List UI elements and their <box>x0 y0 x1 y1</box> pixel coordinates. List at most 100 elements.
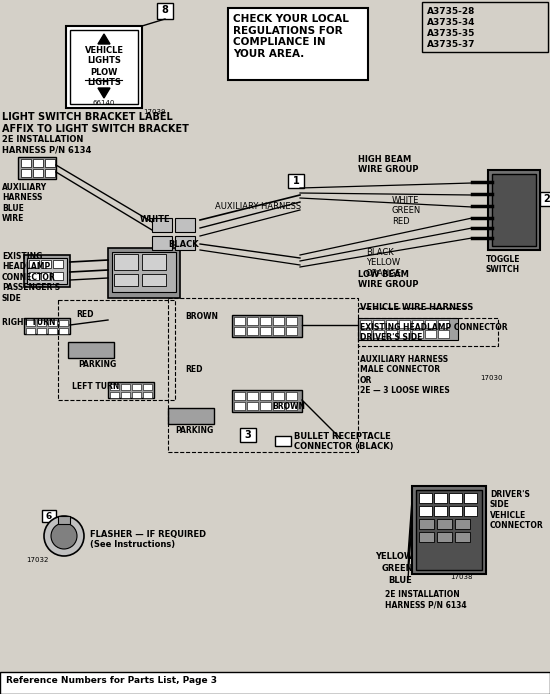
Bar <box>42 510 56 522</box>
Text: PARKING: PARKING <box>175 426 213 435</box>
Bar <box>464 493 477 503</box>
Polygon shape <box>98 88 110 98</box>
Bar <box>58 516 70 524</box>
Bar <box>41 272 51 280</box>
Bar <box>18 157 56 179</box>
Text: 2E INSTALLATION
HARNESS P/N 6134: 2E INSTALLATION HARNESS P/N 6134 <box>385 590 466 609</box>
Text: 66140: 66140 <box>93 100 115 106</box>
Bar <box>247 402 258 410</box>
Bar <box>234 402 245 410</box>
Bar <box>110 384 119 390</box>
Bar <box>152 218 172 232</box>
Text: FLASHER — IF REQUIRED
(See Instructions): FLASHER — IF REQUIRED (See Instructions) <box>90 530 206 550</box>
Text: RED: RED <box>185 365 202 374</box>
Polygon shape <box>98 34 110 44</box>
Bar <box>540 192 550 206</box>
Bar <box>29 272 39 280</box>
Bar <box>112 252 176 292</box>
Bar <box>121 392 130 398</box>
Bar <box>45 169 55 177</box>
Bar <box>399 320 410 328</box>
Text: WHITE
GREEN
RED: WHITE GREEN RED <box>392 196 421 226</box>
Bar <box>24 318 70 334</box>
Bar <box>434 506 447 516</box>
Bar <box>247 317 258 325</box>
Text: 17038: 17038 <box>450 574 472 580</box>
Bar <box>416 490 482 570</box>
Bar <box>152 236 172 250</box>
Bar <box>66 26 142 108</box>
Bar <box>37 320 46 326</box>
Bar <box>412 330 423 338</box>
Bar <box>234 392 245 400</box>
Bar <box>142 254 166 270</box>
Bar <box>37 328 46 334</box>
Text: WHITE: WHITE <box>140 215 170 224</box>
Bar <box>53 260 63 268</box>
Text: 3: 3 <box>245 430 251 440</box>
Bar <box>455 519 470 529</box>
Text: BLACK: BLACK <box>168 240 199 249</box>
Text: AUXILIARY HARNESS: AUXILIARY HARNESS <box>215 202 301 211</box>
Text: BROWN: BROWN <box>272 402 305 411</box>
Bar <box>273 317 284 325</box>
Text: A3735-28: A3735-28 <box>427 7 475 16</box>
Bar <box>45 159 55 167</box>
Bar <box>422 2 548 52</box>
Text: EXISTING
HEADLAMP
CONNECTOR
PASSENGER'S
SIDE: EXISTING HEADLAMP CONNECTOR PASSENGER'S … <box>2 252 60 303</box>
Text: GREEN: GREEN <box>382 564 414 573</box>
Text: A3735-37: A3735-37 <box>427 40 476 49</box>
Bar <box>373 330 384 338</box>
Text: 1: 1 <box>293 176 299 186</box>
Text: Reference Numbers for Parts List, Page 3: Reference Numbers for Parts List, Page 3 <box>6 676 217 685</box>
Bar <box>437 532 452 542</box>
Bar <box>260 402 271 410</box>
Bar <box>260 327 271 335</box>
Bar <box>260 317 271 325</box>
Bar <box>247 327 258 335</box>
Bar <box>286 392 297 400</box>
Bar <box>425 320 436 328</box>
Text: 8: 8 <box>162 5 168 15</box>
Text: BULLET RECEPTACLE
CONNECTOR (BLACK): BULLET RECEPTACLE CONNECTOR (BLACK) <box>294 432 393 451</box>
Bar <box>488 170 540 250</box>
Text: PARKING: PARKING <box>78 360 116 369</box>
Bar <box>59 320 68 326</box>
Bar <box>110 392 119 398</box>
Bar <box>142 274 166 286</box>
Bar <box>27 258 67 284</box>
Bar <box>157 3 173 19</box>
Bar <box>437 519 452 529</box>
Bar <box>247 392 258 400</box>
Text: VEHICLE
LIGHTS: VEHICLE LIGHTS <box>85 46 124 65</box>
Bar <box>399 330 410 338</box>
Text: A3735-35: A3735-35 <box>427 29 475 38</box>
Bar <box>288 174 304 188</box>
Circle shape <box>44 516 84 556</box>
Bar <box>108 248 180 298</box>
Bar <box>360 330 371 338</box>
Bar <box>114 254 138 270</box>
Text: 17032: 17032 <box>26 557 48 563</box>
Text: HIGH BEAM
WIRE GROUP: HIGH BEAM WIRE GROUP <box>358 155 419 174</box>
Bar <box>108 382 154 398</box>
Text: VEHICLE WIRE HARNESS: VEHICLE WIRE HARNESS <box>360 303 473 312</box>
Bar <box>234 327 245 335</box>
Bar <box>33 169 43 177</box>
Bar <box>273 402 284 410</box>
Text: 2E INSTALLATION
HARNESS P/N 6134: 2E INSTALLATION HARNESS P/N 6134 <box>2 135 91 154</box>
Text: EXISTING HEADLAMP CONNECTOR
DRIVER'S SIDE: EXISTING HEADLAMP CONNECTOR DRIVER'S SID… <box>360 323 508 342</box>
Bar <box>240 428 256 442</box>
Bar <box>449 506 462 516</box>
Bar <box>21 169 31 177</box>
Bar <box>438 320 449 328</box>
Bar <box>273 392 284 400</box>
Bar <box>232 315 302 337</box>
Bar <box>70 30 138 104</box>
Bar <box>412 320 423 328</box>
Bar <box>168 408 214 424</box>
Bar <box>386 330 397 338</box>
Bar <box>425 330 436 338</box>
Bar <box>419 532 434 542</box>
Bar <box>412 486 486 574</box>
